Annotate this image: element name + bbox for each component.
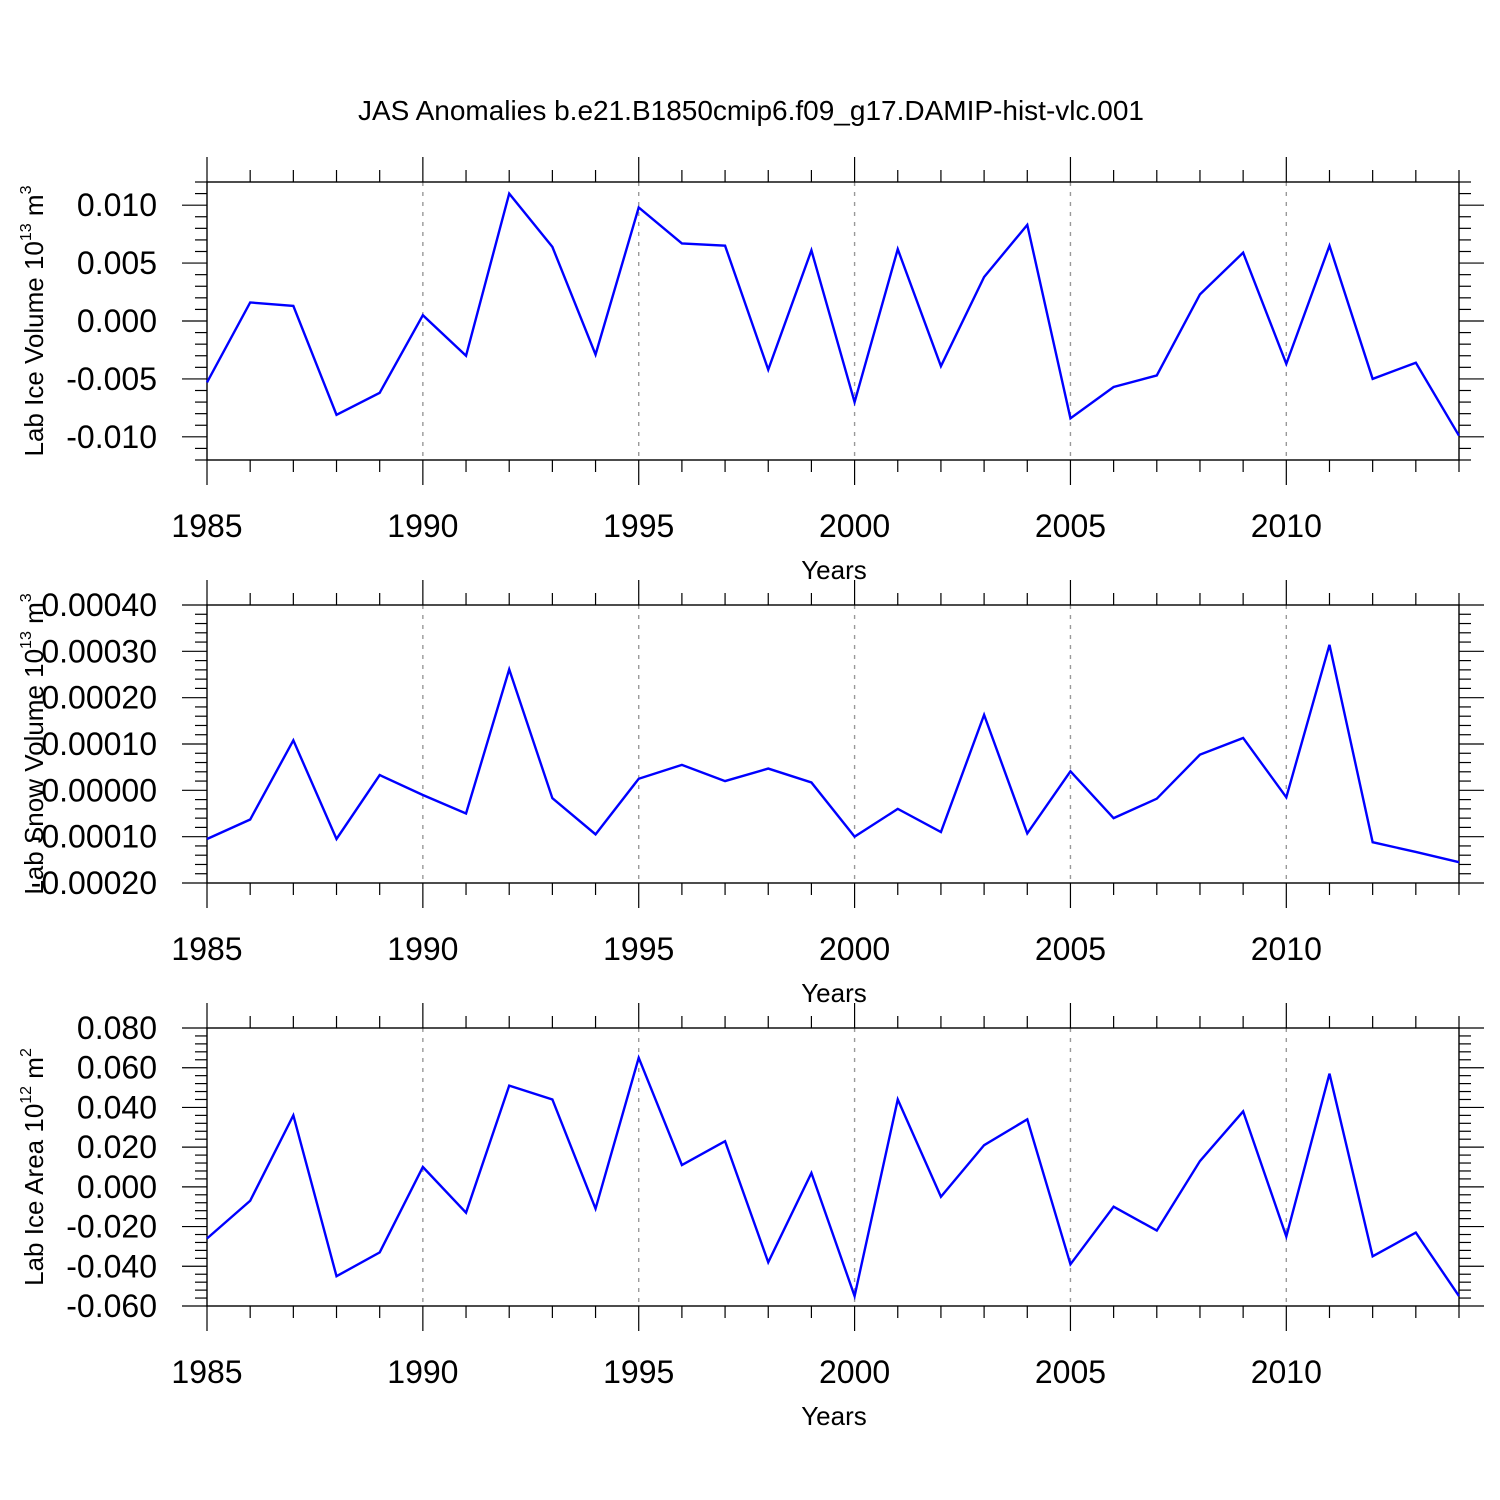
y-tick-label: 0.005 [77, 245, 157, 281]
plot-frame [206, 1027, 1460, 1307]
y-tick-label: -0.010 [66, 419, 157, 455]
y-axis-label-exponent: 13 [18, 223, 35, 241]
x-tick-label: 1995 [603, 1354, 674, 1390]
x-axis-label: Years [801, 978, 867, 1008]
x-tick-label: 1985 [171, 508, 242, 544]
y-tick-label: 0.040 [77, 1089, 157, 1125]
y-tick-label: 0.020 [77, 1129, 157, 1165]
x-tick-label: 1995 [603, 508, 674, 544]
x-tick-label: 2000 [819, 1354, 890, 1390]
x-tick-label: 2005 [1035, 931, 1106, 967]
y-axis-label-text: Lab Ice Volume 10 [19, 241, 49, 456]
y-axis-label-unit-exponent: 3 [18, 185, 35, 194]
series-line-1 [206, 644, 1460, 864]
x-axis-label: Years [801, 1401, 867, 1431]
x-tick-label: 2010 [1251, 1354, 1322, 1390]
y-tick-label: 0.010 [77, 187, 157, 223]
y-tick-label: 0.000 [77, 1169, 157, 1205]
x-tick-label: 2000 [819, 508, 890, 544]
x-tick-label: 2005 [1035, 508, 1106, 544]
y-tick-label: 0.000 [77, 303, 157, 339]
y-axis-label-exponent: 12 [18, 1086, 35, 1104]
y-axis-label: Lab Snow Volume 1013 m3 [18, 593, 49, 894]
x-axis-label: Years [801, 555, 867, 585]
y-axis-label-unit: m [19, 194, 49, 223]
y-axis-label-unit-exponent: 2 [18, 1048, 35, 1057]
series-line-1 [206, 1054, 1460, 1301]
panel-1: 1985 1990 1995 2000 2005 2010 0.010 0.005 0.000 -… [18, 157, 1484, 585]
y-tick-label: -0.040 [66, 1248, 157, 1284]
y-tick-label: -0.00020 [31, 865, 157, 901]
panel-2: 1985 1990 1995 2000 2005 2010 0.00040 0.00030 0.… [18, 580, 1484, 1008]
y-axis-label-text: Lab Ice Area 10 [19, 1104, 49, 1286]
y-tick-label: 0.00020 [41, 680, 157, 716]
figure-title: JAS Anomalies b.e21.B1850cmip6.f09_g17.D… [358, 95, 1144, 126]
y-tick-label: 0.00000 [41, 772, 157, 808]
panels: 1985 1990 1995 2000 2005 2010 0.010 0.005 0.000 -… [18, 157, 1484, 1431]
y-tick-label: -0.00010 [31, 819, 157, 855]
y-axis-label-unit-exponent: 3 [18, 593, 35, 602]
y-tick-label: 0.00010 [41, 726, 157, 762]
x-tick-label: 2000 [819, 931, 890, 967]
y-tick-label: -0.020 [66, 1209, 157, 1245]
y-axis-label-text: Lab Snow Volume 10 [19, 649, 49, 895]
y-axis-label-unit: m [19, 1057, 49, 1086]
plot-frame [206, 604, 1460, 884]
y-tick-label: 0.00040 [41, 587, 157, 623]
y-tick-label: -0.005 [66, 361, 157, 397]
plot-frame [206, 181, 1460, 461]
x-tick-label: 1995 [603, 931, 674, 967]
series-line-1 [205, 190, 1461, 437]
y-tick-label: 0.060 [77, 1050, 157, 1086]
y-axis-label-exponent: 13 [18, 631, 35, 649]
x-tick-label: 1990 [387, 508, 458, 544]
x-tick-label: 1990 [387, 931, 458, 967]
y-axis-label: Lab Ice Volume 1013 m3 [18, 185, 49, 456]
x-tick-label: 2010 [1251, 508, 1322, 544]
x-tick-label: 1985 [171, 1354, 242, 1390]
y-tick-label: 0.080 [77, 1010, 157, 1046]
x-tick-label: 1985 [171, 931, 242, 967]
y-tick-label: -0.060 [66, 1288, 157, 1324]
y-axis-label: Lab Ice Area 1012 m2 [18, 1048, 49, 1286]
y-axis-label-unit: m [19, 602, 49, 631]
y-tick-label: 0.00030 [41, 633, 157, 669]
x-tick-label: 2010 [1251, 931, 1322, 967]
x-tick-label: 2005 [1035, 1354, 1106, 1390]
x-tick-label: 1990 [387, 1354, 458, 1390]
